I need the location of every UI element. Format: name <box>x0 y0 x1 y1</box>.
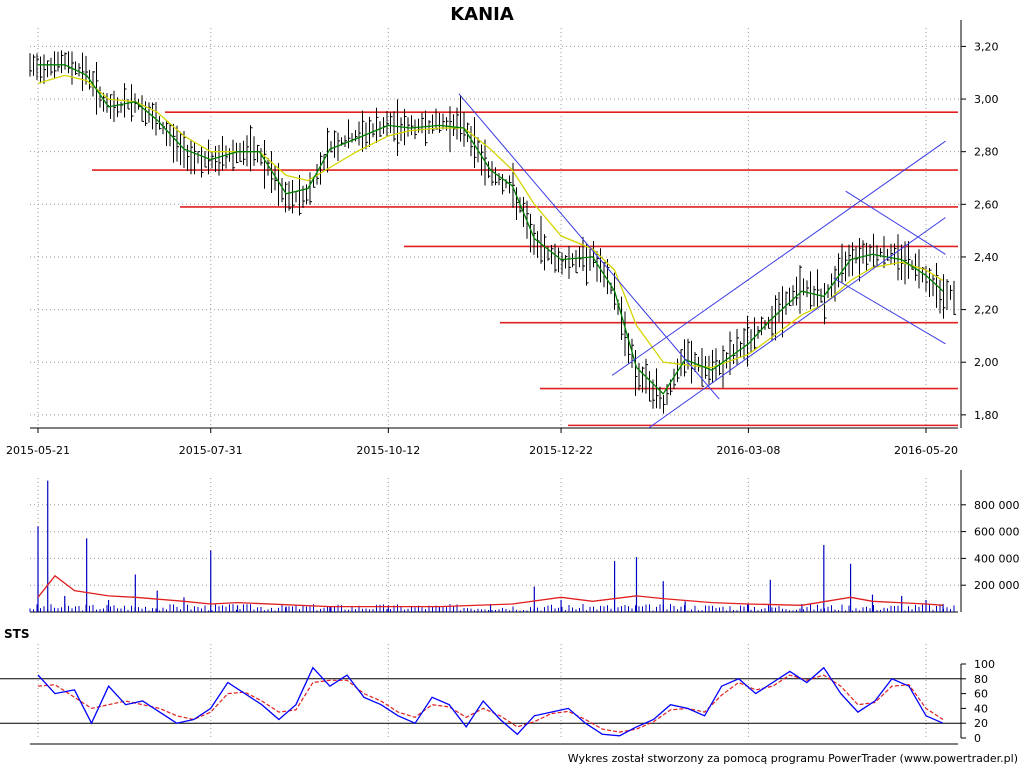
y-tick-label: 200 000 <box>974 579 1020 592</box>
x-tick-label: 2015-12-22 <box>529 444 593 457</box>
trend-line <box>458 93 720 400</box>
y-tick-label: 0 <box>974 732 981 745</box>
y-tick-label: 3,00 <box>974 93 999 106</box>
sts-panel-label: STS <box>4 627 29 641</box>
x-tick-label: 2015-10-12 <box>356 444 420 457</box>
x-tick-label: 2016-05-20 <box>894 444 958 457</box>
trend-line <box>833 277 946 345</box>
volume-panel: 200 000 400 000 600 000 800 000 <box>29 470 1020 613</box>
chart-title: KANIA <box>450 4 514 25</box>
x-tick-label: 2015-05-21 <box>6 444 70 457</box>
y-tick-label: 20 <box>974 717 988 730</box>
volume-moving-average <box>37 574 944 608</box>
moving-average-long <box>37 74 944 369</box>
y-tick-label: 100 <box>974 658 995 671</box>
footer-credit: Wykres został stworzony za pomocą progra… <box>568 752 1018 765</box>
y-tick-label: 2,00 <box>974 356 999 369</box>
x-tick-label: 2016-03-08 <box>716 444 780 457</box>
trend-line <box>845 190 946 255</box>
moving-average-short <box>38 64 944 395</box>
price-panel: 2015-05-21 2015-07-31 2015-10-12 2015-12-22… <box>6 20 999 457</box>
y-tick-label: 60 <box>974 688 988 701</box>
x-tick-label: 2015-07-31 <box>179 444 243 457</box>
trend-line <box>648 217 946 429</box>
y-tick-label: 1,80 <box>974 409 999 422</box>
y-tick-label: 2,40 <box>974 251 999 264</box>
y-tick-label: 2,80 <box>974 146 999 159</box>
y-tick-label: 80 <box>974 673 988 686</box>
y-tick-label: 600 000 <box>974 526 1020 539</box>
y-tick-label: 800 000 <box>974 499 1020 512</box>
y-tick-label: 40 <box>974 702 988 715</box>
sts-d-line <box>37 674 944 733</box>
y-tick-label: 400 000 <box>974 552 1020 565</box>
trend-line <box>611 140 946 376</box>
sts-k-line <box>37 666 944 737</box>
y-tick-label: 2,20 <box>974 304 999 317</box>
y-tick-label: 2,60 <box>974 198 999 211</box>
y-tick-label: 3,20 <box>974 40 999 53</box>
